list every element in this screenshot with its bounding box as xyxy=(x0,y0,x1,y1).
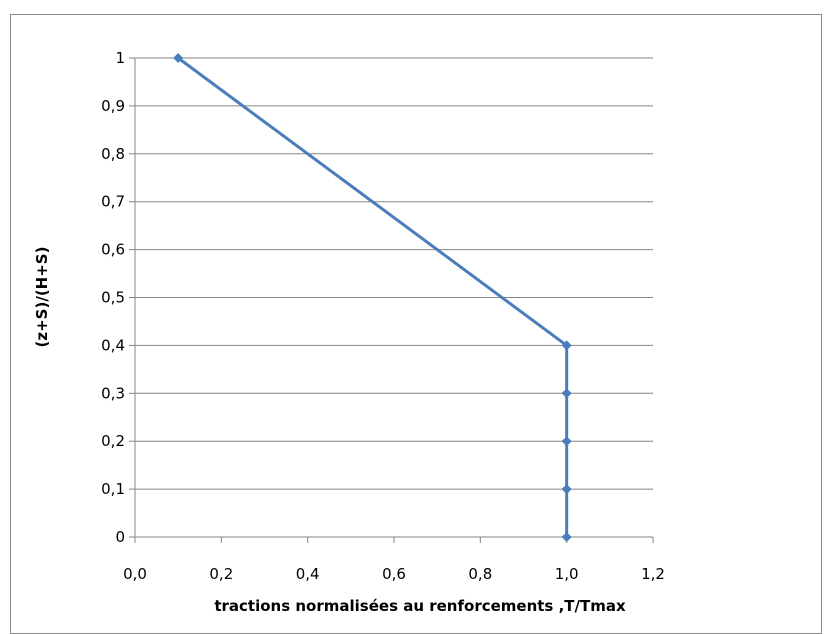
x-tick-label: 0,0 xyxy=(123,565,147,583)
x-axis-title: tractions normalisées au renforcements ,… xyxy=(214,597,626,615)
data-point xyxy=(561,532,572,542)
x-tick-label: 0,8 xyxy=(468,565,492,583)
y-tick-label: 0,9 xyxy=(101,97,125,115)
series-group xyxy=(173,53,572,542)
data-point xyxy=(561,388,572,399)
line-chart: 00,10,20,30,40,50,60,70,80,91 0,0 0,2 0,4 0… xyxy=(33,49,665,615)
x-tick-label: 0,2 xyxy=(209,565,233,583)
x-tick-labels: 0,0 0,2 0,4 0,6 0,8 1,0 1,2 xyxy=(123,565,665,583)
x-tick-label: 0,4 xyxy=(296,565,320,583)
y-tick-label: 0,6 xyxy=(101,241,125,259)
series-line xyxy=(177,56,569,537)
y-tick-label: 0,8 xyxy=(101,145,125,163)
y-tick-label: 0,3 xyxy=(101,384,125,402)
y-tick-label: 0 xyxy=(115,528,125,546)
axes xyxy=(129,57,654,543)
data-point xyxy=(173,53,184,63)
y-tick-label: 0,5 xyxy=(101,289,125,307)
gridlines xyxy=(135,57,653,490)
x-tick-label: 1,2 xyxy=(641,565,665,583)
y-tick-label: 0,4 xyxy=(101,336,125,354)
data-point xyxy=(561,436,572,447)
data-point xyxy=(561,340,572,351)
y-tick-label: 1 xyxy=(115,49,125,67)
y-axis-title: (z+S)/(H+S) xyxy=(33,247,51,348)
x-tick-label: 0,6 xyxy=(382,565,406,583)
y-tick-labels: 0 0,1 0,2 0,3 0,4 0,5 0,6 0,7 0,8 0,9 1 xyxy=(101,49,125,546)
chart-area xyxy=(10,14,822,634)
y-tick-label: 0,1 xyxy=(101,480,125,498)
data-point xyxy=(561,484,572,495)
y-tick-label: 0,2 xyxy=(101,432,125,450)
y-tick-label: 0,7 xyxy=(101,193,125,211)
x-tick-label: 1,0 xyxy=(555,565,579,583)
